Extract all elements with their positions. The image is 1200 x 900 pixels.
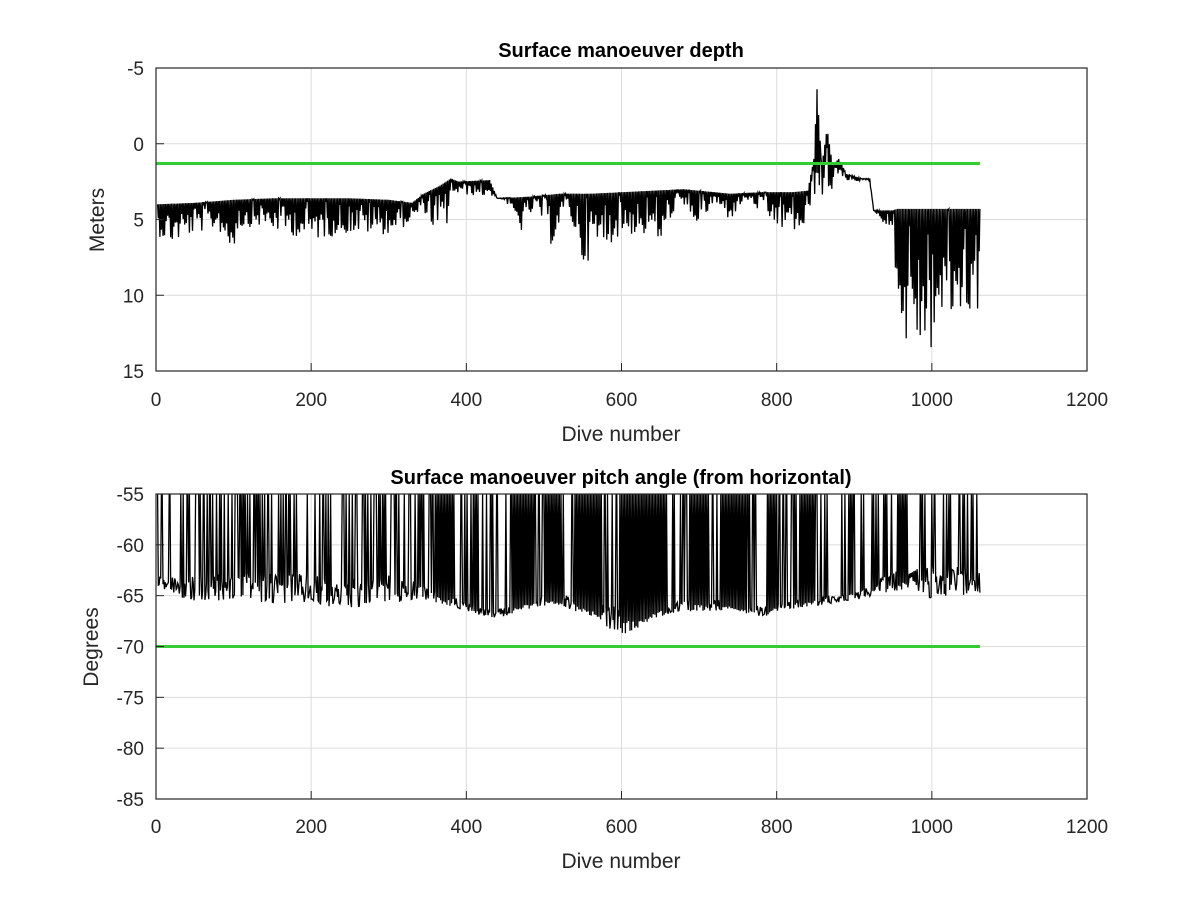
x-tick-label: 0 <box>151 390 162 411</box>
pitch-chart-title: Surface manoeuver pitch angle (from hori… <box>390 467 851 489</box>
depth-x-axis-label: Dive number <box>561 423 680 446</box>
depth-tick-labels: 0 200 400 600 800 1000 1200 -5 0 5 10 15 <box>123 59 1108 411</box>
y-tick-label: 5 <box>133 211 144 232</box>
x-tick-label: 1000 <box>911 817 953 838</box>
x-tick-label: 200 <box>295 817 327 838</box>
x-tick-label: 800 <box>761 817 793 838</box>
x-tick-label: 1200 <box>1066 390 1108 411</box>
y-tick-label: 15 <box>123 362 144 383</box>
pitch-plot-area <box>156 494 981 648</box>
x-tick-label: 800 <box>761 390 793 411</box>
depth-chart: 0 200 400 600 800 1000 1200 -5 0 5 10 15 Surface ma… <box>86 40 1108 446</box>
y-tick-label: -55 <box>117 485 144 506</box>
pitch-y-axis-label: Degrees <box>80 607 103 686</box>
y-tick-label: 10 <box>123 286 144 307</box>
x-tick-label: 0 <box>151 817 162 838</box>
y-tick-label: -75 <box>117 688 144 709</box>
y-tick-label: -65 <box>117 587 144 608</box>
depth-plot-area <box>156 89 981 348</box>
y-tick-label: 0 <box>133 135 144 156</box>
x-tick-label: 1000 <box>911 390 953 411</box>
x-tick-label: 400 <box>450 390 482 411</box>
x-tick-label: 600 <box>606 817 638 838</box>
y-tick-label: -5 <box>127 59 144 80</box>
y-tick-label: -60 <box>117 536 144 557</box>
x-tick-label: 1200 <box>1066 817 1108 838</box>
data-series-line <box>156 494 981 634</box>
y-tick-label: -85 <box>117 790 144 811</box>
pitch-tick-labels: 0 200 400 600 800 1000 1200 -55 -60 -65 -70 -75 -80 -… <box>117 485 1109 838</box>
x-tick-label: 200 <box>295 390 327 411</box>
data-series-line <box>156 89 981 348</box>
x-tick-label: 400 <box>450 817 482 838</box>
y-tick-label: -70 <box>117 638 144 659</box>
depth-chart-title: Surface manoeuver depth <box>498 40 744 62</box>
y-tick-label: -80 <box>117 739 144 760</box>
pitch-chart: 0 200 400 600 800 1000 1200 -55 -60 -65 -70 -75 -80 -… <box>80 467 1108 873</box>
x-tick-label: 600 <box>606 390 638 411</box>
depth-y-axis-label: Meters <box>86 188 109 252</box>
pitch-x-axis-label: Dive number <box>561 850 680 873</box>
